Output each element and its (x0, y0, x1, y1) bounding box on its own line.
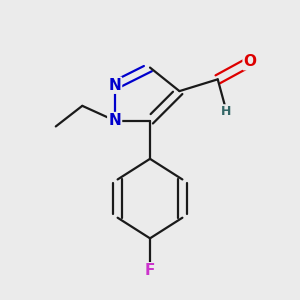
Text: F: F (145, 263, 155, 278)
Text: O: O (244, 54, 256, 69)
Text: H: H (221, 105, 232, 118)
Text: N: N (108, 113, 121, 128)
Text: N: N (108, 78, 121, 93)
